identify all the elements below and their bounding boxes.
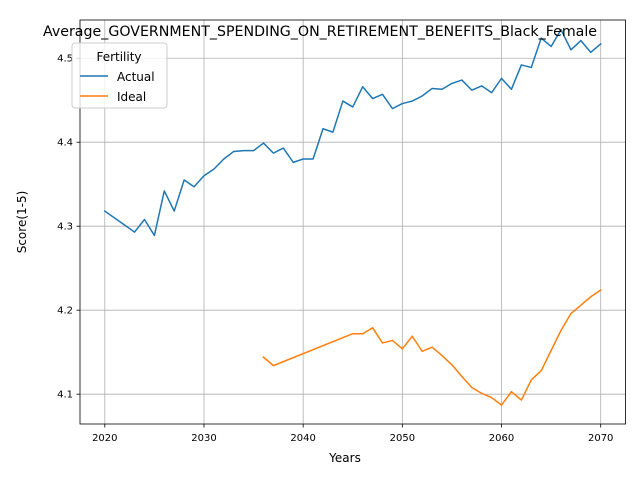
y-tick-label: 4.1 <box>57 390 73 401</box>
y-tick-label: 4.4 <box>57 138 73 149</box>
legend-label-actual: Actual <box>117 70 155 84</box>
legend-title: Fertility <box>96 50 141 64</box>
x-tick-label: 2040 <box>290 433 315 444</box>
x-axis-label: Years <box>328 451 361 465</box>
x-tick-label: 2070 <box>588 433 613 444</box>
legend: Fertility Actual Ideal <box>71 42 168 109</box>
x-tick-label: 2030 <box>191 433 216 444</box>
x-tick-label: 2050 <box>390 433 415 444</box>
axis-ticks: 2020 2030 2040 2050 2060 2070 4.1 4.2 4.3 4.4 4.5 <box>57 54 613 444</box>
y-axis-label: Score(1-5) <box>15 191 29 254</box>
y-tick-label: 4.2 <box>57 306 73 317</box>
y-tick-label: 4.3 <box>57 222 73 233</box>
legend-label-ideal: Ideal <box>117 90 146 104</box>
legend-box <box>71 42 168 109</box>
x-tick-label: 2020 <box>92 433 117 444</box>
series-lines <box>103 28 602 406</box>
plot-frame <box>79 19 626 425</box>
y-tick-label: 4.5 <box>57 54 73 65</box>
series-line-actual <box>103 28 602 237</box>
series-line-ideal <box>262 288 602 406</box>
x-tick-label: 2060 <box>489 433 514 444</box>
chart-title: Average_GOVERNMENT_SPENDING_ON_RETIREMEN… <box>43 24 597 40</box>
